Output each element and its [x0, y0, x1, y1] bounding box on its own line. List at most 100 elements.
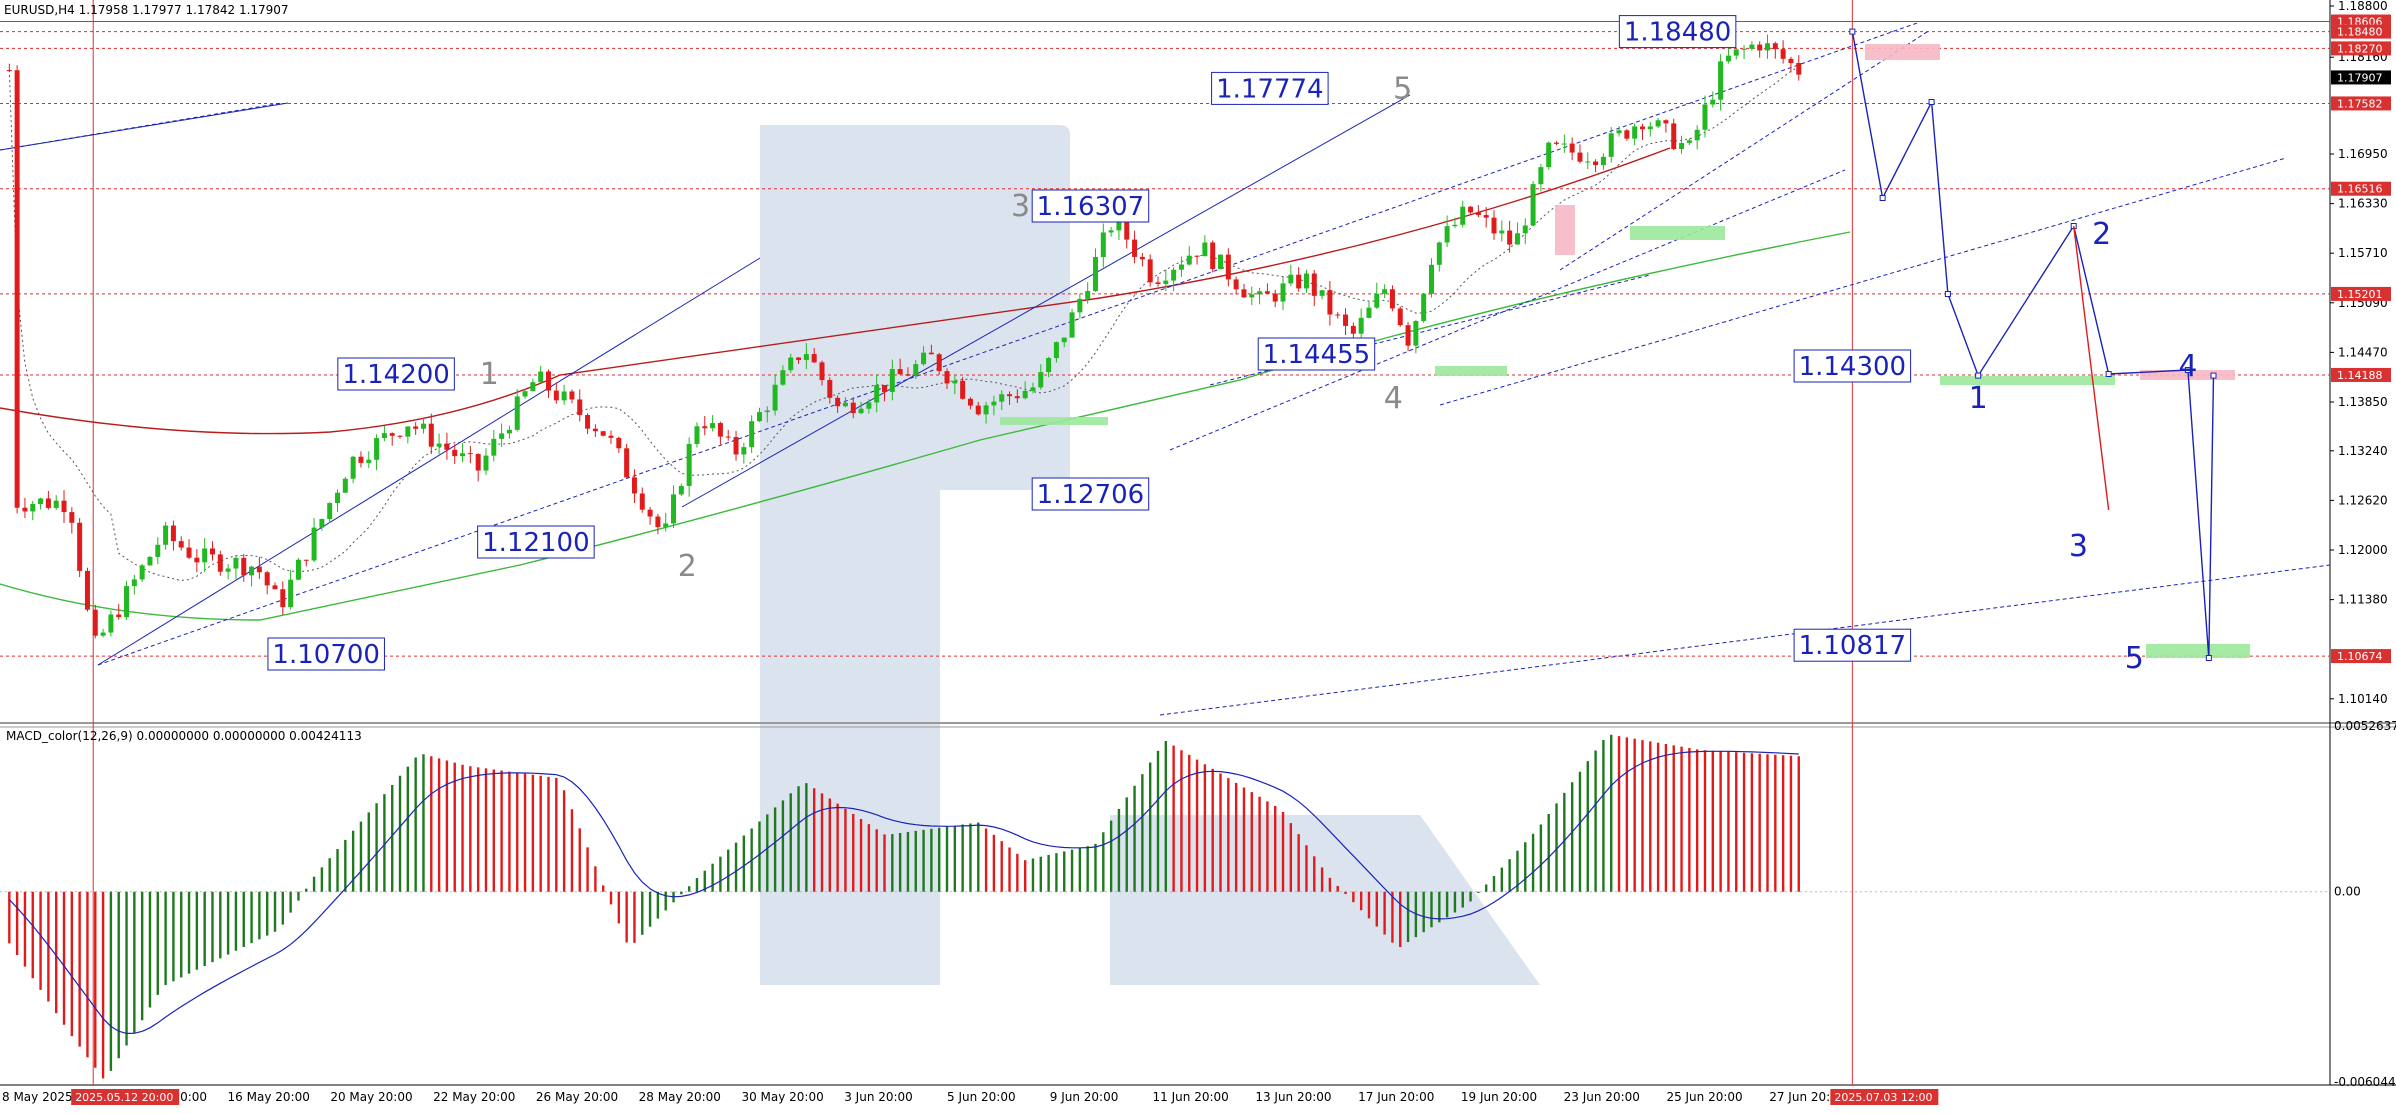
- candle: [22, 497, 28, 519]
- candle-body: [1460, 206, 1466, 225]
- candle: [1163, 269, 1169, 291]
- candle-body: [405, 426, 411, 437]
- candle-body: [491, 438, 497, 456]
- candle: [1147, 254, 1153, 287]
- annotation-box: [1257, 337, 1376, 371]
- candle-body: [241, 557, 247, 576]
- candle: [569, 389, 575, 404]
- candle: [475, 453, 481, 482]
- candle: [897, 358, 903, 375]
- time-label: 3 Jun 20:00: [844, 1090, 913, 1104]
- candle: [678, 483, 684, 496]
- candle-body: [319, 519, 325, 528]
- support-zone: [1630, 226, 1725, 240]
- annotation-box: [337, 357, 455, 391]
- candle: [335, 489, 341, 512]
- candle-body: [1069, 312, 1075, 338]
- candle: [553, 382, 559, 404]
- trend-line: [681, 94, 1411, 508]
- candle: [1428, 258, 1434, 298]
- candle: [663, 512, 669, 532]
- candle: [850, 397, 856, 419]
- candle: [209, 541, 215, 561]
- badge-bg: [2331, 367, 2391, 382]
- candle-body: [1585, 161, 1591, 163]
- candle: [905, 367, 911, 377]
- candle-body: [170, 525, 176, 542]
- candle-body: [335, 492, 341, 504]
- candle-body: [913, 364, 919, 376]
- candle-body: [616, 437, 622, 449]
- candle-body: [725, 436, 731, 438]
- candle: [186, 539, 192, 560]
- candle-body: [1765, 43, 1771, 51]
- candle-body: [1171, 269, 1177, 281]
- candle: [467, 446, 473, 464]
- time-label: 23 Jun 20:00: [1564, 1090, 1640, 1104]
- candle: [788, 353, 794, 373]
- candle-body: [1507, 230, 1513, 245]
- candle-body: [1632, 126, 1638, 139]
- candle-body: [1374, 293, 1380, 308]
- candle: [921, 345, 927, 366]
- candle: [1366, 300, 1372, 319]
- price-level-badge: 1.15201: [2331, 286, 2391, 301]
- candle-body: [1436, 242, 1442, 265]
- candle-body: [303, 559, 309, 561]
- candle-body: [1530, 184, 1536, 226]
- candle-body: [61, 500, 67, 513]
- candle-body: [577, 399, 583, 415]
- candle-body: [194, 557, 200, 563]
- candle: [1686, 138, 1692, 146]
- candle: [538, 365, 544, 383]
- forecast-node: [2205, 655, 2212, 661]
- candle: [530, 378, 536, 392]
- candle-body: [905, 374, 911, 376]
- candle: [420, 417, 426, 434]
- wave-label: 4: [2178, 349, 2197, 384]
- candle: [1132, 230, 1138, 264]
- candle: [1225, 248, 1231, 287]
- candle-body: [1428, 264, 1434, 294]
- candle: [170, 520, 176, 551]
- candle-body: [522, 391, 528, 397]
- candle-body: [1718, 61, 1724, 100]
- resistance-zone: [2140, 370, 2235, 380]
- candle-body: [124, 586, 130, 618]
- candle: [1100, 223, 1106, 268]
- candle-body: [1132, 239, 1138, 257]
- candle-body: [631, 477, 637, 494]
- candle: [452, 444, 458, 465]
- candle-body: [686, 443, 692, 486]
- candle-body: [1491, 217, 1497, 234]
- candle: [1514, 222, 1520, 245]
- trend-line: [1169, 169, 1846, 451]
- candle: [819, 360, 825, 386]
- candle: [1413, 319, 1419, 354]
- macd-pane: 0.0052637 0.00 -0.006044: [0, 719, 2396, 1089]
- wave-label: 1: [480, 357, 499, 392]
- time-label: 28 May 20:00: [639, 1090, 721, 1104]
- candle: [124, 580, 130, 620]
- trend-line: [1209, 274, 1651, 386]
- candle-body: [92, 609, 98, 636]
- candle-body: [1366, 307, 1372, 318]
- time-highlight-badge: 2025.05.12 20:00: [71, 1089, 180, 1105]
- candle-body: [256, 566, 262, 573]
- trend-line: [1559, 29, 1931, 271]
- current-price-label: 1.17907: [2337, 71, 2383, 84]
- candle-body: [1624, 130, 1630, 139]
- candle-body: [678, 485, 684, 495]
- candle: [272, 582, 278, 590]
- candle-body: [1225, 254, 1231, 280]
- candle: [77, 518, 83, 578]
- candle-body: [1382, 289, 1388, 294]
- candle: [952, 374, 958, 394]
- time-label: 30 May 20:00: [741, 1090, 823, 1104]
- candle: [1639, 123, 1645, 140]
- time-label: 16 May 20:00: [228, 1090, 310, 1104]
- candle-body: [530, 382, 536, 392]
- candle-body: [710, 423, 716, 429]
- candle: [671, 485, 677, 529]
- candle: [1577, 144, 1583, 164]
